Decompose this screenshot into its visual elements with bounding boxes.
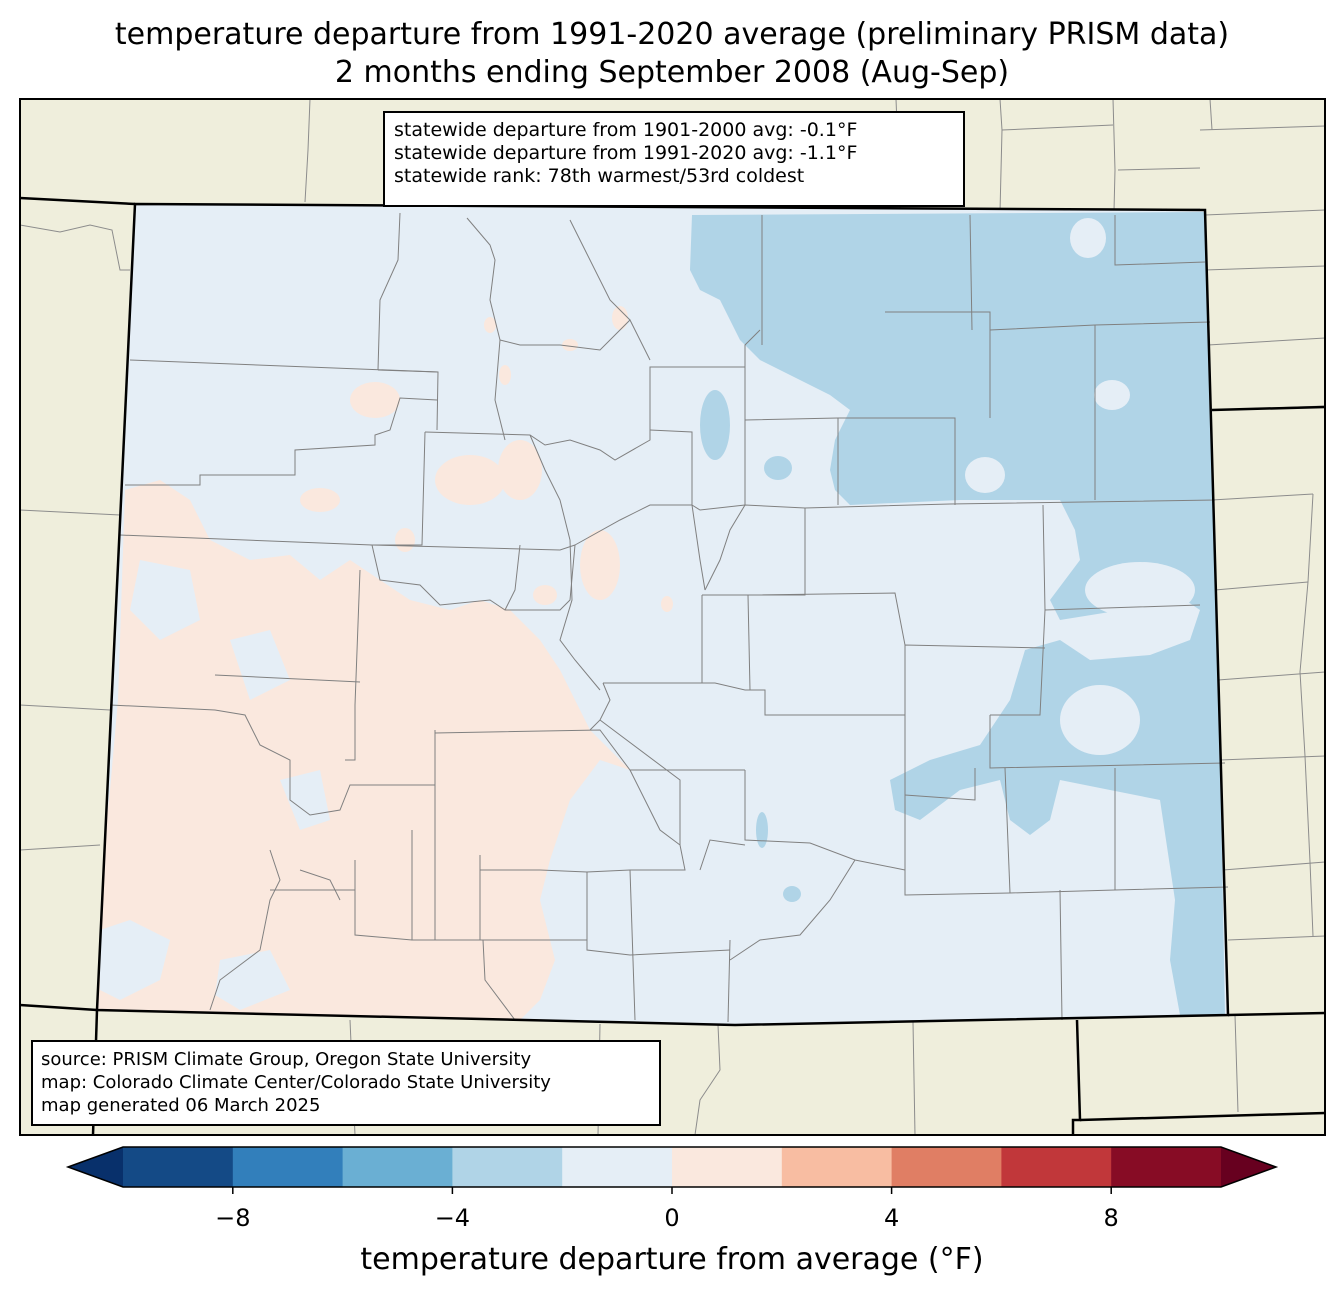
- colorbar-label: temperature departure from average (°F): [360, 1242, 984, 1277]
- warm-spot: [499, 365, 511, 385]
- colorbar-extend-low: [68, 1147, 123, 1187]
- colorbar-tick-label: 0: [664, 1204, 680, 1232]
- near-normal-patch: [130, 560, 200, 640]
- warm-spot: [484, 317, 496, 333]
- stats-departure-1901-2000: statewide departure from 1901-2000 avg: …: [394, 119, 858, 141]
- colorbar-tick-label: −8: [215, 1204, 251, 1232]
- colorbar-bin: [1001, 1147, 1112, 1187]
- warm-spot: [661, 596, 673, 612]
- warm-spot: [562, 339, 578, 351]
- colorbar-tick-label: 4: [883, 1204, 900, 1232]
- stats-departure-1991-2020: statewide departure from 1991-2020 avg: …: [394, 142, 858, 164]
- cool-spot: [764, 456, 792, 480]
- warm-spot: [533, 585, 557, 605]
- colorbar-tick-label: −4: [434, 1204, 471, 1232]
- cool-spot: [700, 390, 730, 460]
- colorado-border: [95, 202, 1230, 1027]
- near-normal-patch: [1070, 218, 1106, 258]
- near-normal-patch: [1060, 685, 1140, 755]
- near-normal-patch: [230, 630, 290, 700]
- warm-spot: [300, 488, 340, 512]
- map-subtitle: 2 months ending September 2008 (Aug-Sep): [334, 55, 1010, 90]
- near-normal-patch: [215, 950, 290, 1010]
- near-normal-patch: [1094, 380, 1130, 410]
- colorbar-bin: [672, 1147, 783, 1187]
- map-frame-outline: [19, 98, 1326, 1136]
- stats-rank: statewide rank: 78th warmest/53rd coldes…: [394, 165, 805, 187]
- warm-spot: [350, 382, 400, 418]
- colorbar-bin: [452, 1147, 563, 1187]
- warm-spot: [612, 306, 628, 330]
- colorbar-bin: [1111, 1147, 1222, 1187]
- colorbar-extend-high: [1221, 1147, 1276, 1187]
- near-normal-patch: [280, 770, 330, 830]
- warm-spot: [498, 440, 542, 500]
- generated-date-line: map generated 06 March 2025: [41, 1095, 321, 1116]
- near-normal-patch: [965, 457, 1005, 493]
- warm-spot: [435, 455, 505, 505]
- source-credit-box: source: PRISM Climate Group, Oregon Stat…: [31, 1040, 661, 1126]
- warm-spot: [395, 528, 415, 552]
- source-line: source: PRISM Climate Group, Oregon Stat…: [41, 1049, 532, 1070]
- cool-spot: [1179, 925, 1205, 951]
- colorbar-bin: [562, 1147, 673, 1187]
- colorbar-bin: [781, 1147, 893, 1187]
- colorbar-bin: [891, 1147, 1002, 1187]
- statewide-stats-box: statewide departure from 1901-2000 avg: …: [383, 111, 965, 207]
- near-normal-patch: [1085, 562, 1195, 618]
- colorbar: [65, 1146, 1279, 1194]
- colorbar-outline: [65, 1146, 1279, 1188]
- cool-anomaly-region: [690, 212, 1225, 1015]
- map-title: temperature departure from 1991-2020 ave…: [114, 17, 1230, 52]
- cool-spot: [756, 812, 768, 848]
- colorbar-tick-label: 8: [1103, 1204, 1119, 1232]
- warm-spot: [580, 530, 620, 600]
- cool-spot: [783, 886, 801, 902]
- warm-anomaly-region: [97, 480, 630, 1020]
- map-credit-line: map: Colorado Climate Center/Colorado St…: [41, 1072, 551, 1093]
- colorbar-bin: [123, 1147, 234, 1187]
- near-normal-patch: [100, 920, 170, 1000]
- colorbar-bin: [342, 1147, 453, 1187]
- colorbar-bin: [232, 1147, 344, 1187]
- county-lines: [109, 212, 1229, 1023]
